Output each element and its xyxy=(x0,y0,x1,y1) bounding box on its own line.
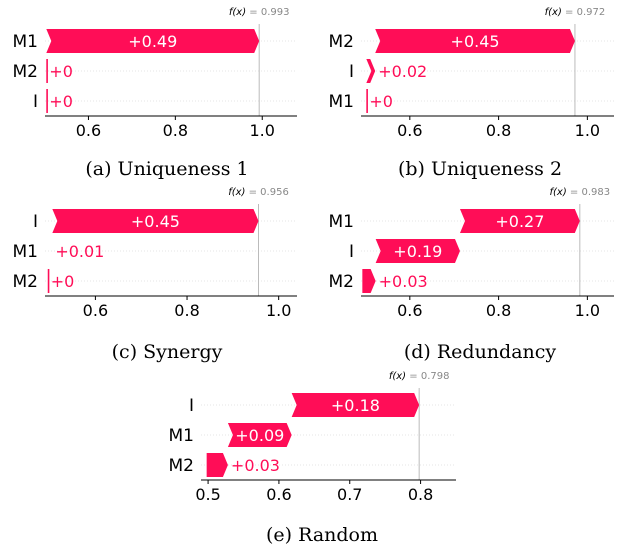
bar-m1 xyxy=(46,29,260,53)
feature-label: M1 xyxy=(329,92,354,112)
bar-value-label: +0 xyxy=(369,92,393,111)
x-tick-label: 0.6 xyxy=(397,301,422,320)
feature-label: M2 xyxy=(329,32,354,52)
feature-label: I xyxy=(33,92,38,112)
feature-label: I xyxy=(189,396,194,416)
bar-i xyxy=(52,209,259,233)
bar-value-label: +0.49 xyxy=(128,32,177,51)
feature-label: M1 xyxy=(169,426,194,446)
bar-i xyxy=(291,393,420,417)
bar-m1 xyxy=(227,423,292,447)
bar-value-label: +0.27 xyxy=(495,212,544,231)
x-tick-label: 1.0 xyxy=(266,301,291,320)
x-tick-label: 0.6 xyxy=(397,121,422,140)
bar-m2 xyxy=(206,453,228,477)
bar-value-label: +0.03 xyxy=(231,456,280,475)
chart-panel-5: f(x) = 0.798 +0.03 M2 +0.09 M1 +0.18 I 0.5 0.6 0.… xyxy=(169,371,456,546)
bar-value-label: +0.19 xyxy=(393,242,442,261)
bar-m2 xyxy=(375,29,575,53)
bar-value-label: +0.45 xyxy=(131,212,180,231)
chart-panel-1: f(x) = 0.993 +0 I +0 M2 +0.49 M1 0.6 0.8 1.0(a) U… xyxy=(13,7,297,180)
x-tick-label: 0.8 xyxy=(408,485,433,504)
chart-panel-4: f(x) = 0.983 +0.03 M2 +0.19 I +0.27 M1 0.6 0.8 1.… xyxy=(329,187,614,363)
fx-label: f(x) = 0.956 xyxy=(228,187,289,198)
x-tick-label: 0.6 xyxy=(76,121,101,140)
bar-value-label: +0 xyxy=(49,92,73,111)
x-tick-label: 0.6 xyxy=(83,301,108,320)
feature-label: M2 xyxy=(169,456,194,476)
x-tick-label: 1.0 xyxy=(575,301,600,320)
feature-label: M1 xyxy=(13,242,38,262)
fx-label: f(x) = 0.972 xyxy=(545,7,606,18)
bar-i xyxy=(46,89,48,113)
bar-m1 xyxy=(366,89,368,113)
feature-label: M1 xyxy=(13,32,38,52)
panel-caption: (c) Synergy xyxy=(112,341,223,363)
feature-label: M2 xyxy=(13,62,38,82)
bar-value-label: +0.45 xyxy=(451,32,500,51)
feature-label: I xyxy=(349,242,354,262)
x-tick-label: 0.6 xyxy=(266,485,291,504)
bar-value-label: +0.09 xyxy=(235,426,284,445)
x-tick-label: 1.0 xyxy=(575,121,600,140)
bar-value-label: +0 xyxy=(49,62,73,81)
feature-label: I xyxy=(33,212,38,232)
x-tick-label: 0.8 xyxy=(163,121,188,140)
panel-caption: (e) Random xyxy=(266,524,378,546)
x-tick-label: 0.7 xyxy=(337,485,362,504)
feature-label: M2 xyxy=(329,272,354,292)
panel-caption: (d) Redundancy xyxy=(404,341,557,363)
bar-value-label: +0.02 xyxy=(378,62,427,81)
feature-label: M2 xyxy=(13,272,38,292)
chart-panel-3: f(x) = 0.956 +0 M2 +0.01 M1 +0.45 I 0.6 0.8 1.0 (c… xyxy=(13,187,297,363)
bar-value-label: +0.18 xyxy=(331,396,380,415)
bar-value-label: +0.01 xyxy=(55,242,104,261)
x-tick-label: 0.8 xyxy=(174,301,199,320)
x-tick-label: 1.0 xyxy=(250,121,275,140)
feature-label: I xyxy=(349,62,354,82)
fx-label: f(x) = 0.983 xyxy=(550,187,611,198)
bar-m2 xyxy=(362,269,376,293)
panel-caption: (a) Uniqueness 1 xyxy=(85,158,248,180)
bar-value-label: +0 xyxy=(51,272,75,291)
bar-m1 xyxy=(459,209,580,233)
bar-m2 xyxy=(46,59,48,83)
fx-label: f(x) = 0.993 xyxy=(229,7,290,18)
panel-caption: (b) Uniqueness 2 xyxy=(398,158,562,180)
x-tick-label: 0.8 xyxy=(486,301,511,320)
bar-i xyxy=(375,239,460,263)
chart-panel-2: f(x) = 0.972 +0 M1 +0.02 I +0.45 M2 0.6 0.8 1.0 (b… xyxy=(329,7,614,180)
bar-value-label: +0.03 xyxy=(379,272,428,291)
bar-i xyxy=(366,59,376,83)
fx-label: f(x) = 0.798 xyxy=(389,371,450,382)
x-tick-label: 0.8 xyxy=(486,121,511,140)
x-tick-label: 0.5 xyxy=(195,485,220,504)
feature-label: M1 xyxy=(329,212,354,232)
bar-m2 xyxy=(47,269,50,293)
